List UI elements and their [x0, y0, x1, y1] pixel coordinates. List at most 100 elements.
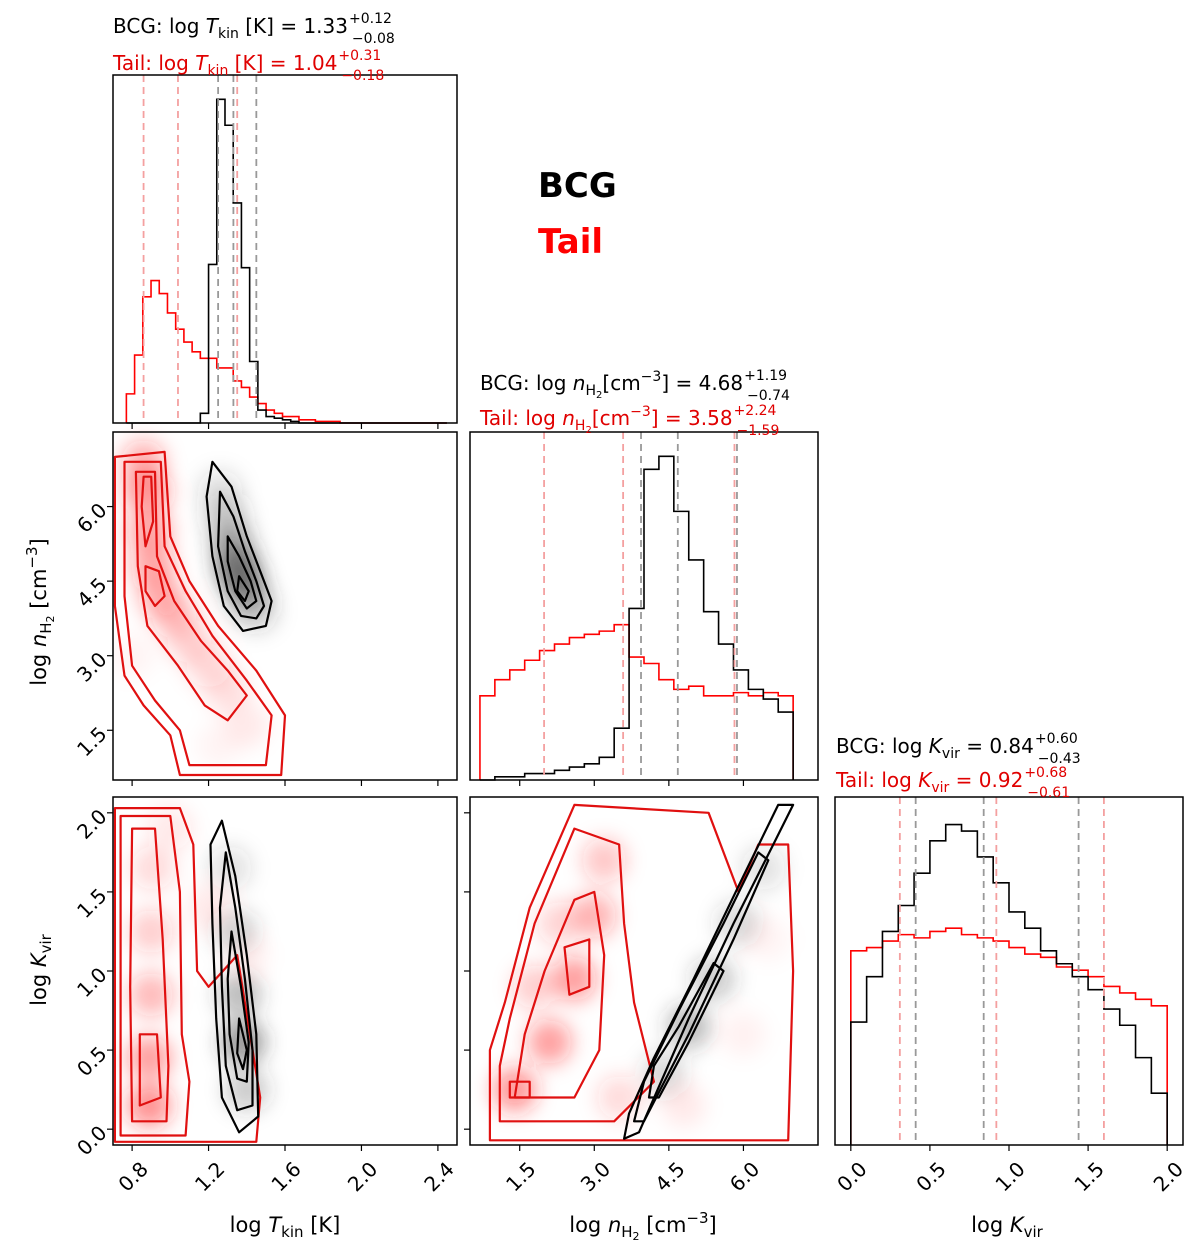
tkin_vs_kvir-xtick-label-3: 2.0: [343, 1157, 382, 1196]
tkin_vs_kvir-ytick-label-0: 0.0: [72, 1121, 111, 1160]
density-tkin_vs_kvir-tail-1: [127, 1036, 172, 1080]
density-tkin_vs_kvir-tail-5: [148, 806, 193, 851]
title-kvir-tail: Tail: log Kvir = 0.92+0.68 −0.61: [835, 765, 1070, 801]
contour-tkin_vs_kvir-tail-0: [113, 806, 262, 1143]
density-tkin_vs_nh2-tail-9: [196, 723, 241, 768]
contour-tkin_vs_kvir-bcg-0: [209, 819, 260, 1134]
hist-panel-tkin: [112, 74, 458, 424]
density-nh2_vs_kvir-tail-4: [582, 838, 627, 883]
title-kvir-bcg: BCG: log Kvir = 0.84+0.60 −0.43: [836, 731, 1081, 767]
tkin_vs_kvir-ytick-label-1: 0.5: [72, 1042, 111, 1081]
hist-kvir-xtick-label-4: 2.0: [1149, 1157, 1188, 1196]
contour-nh2_vs_kvir-bcg-0: [622, 803, 795, 1140]
hist-nh2-bcg: [479, 455, 794, 781]
contour-tkin_vs_nh2-bcg-0: [205, 460, 273, 633]
panel-nh2_vs_kvir: [488, 803, 795, 1142]
density-nh2_vs_kvir-tail-7: [597, 1075, 642, 1120]
tkin_vs_nh2-ytick-label-0: 1.5: [72, 722, 111, 761]
title-tkin-bcg: BCG: log Tkin [K] = 1.33+0.12 −0.08: [113, 11, 395, 47]
contour-tkin_vs_nh2-bcg-3: [236, 575, 250, 603]
density-nh2_vs_kvir-tail-6: [512, 964, 557, 1009]
tkin_vs_kvir-ytick-label-3: 1.5: [72, 883, 111, 922]
contour-nh2_vs_kvir-bcg-1: [632, 851, 770, 1123]
density-tkin_vs_kvir-bcg-0: [220, 1020, 265, 1065]
density-nh2_vs_kvir-tail-5: [537, 901, 582, 946]
density-nh2_vs_kvir-bcg-0: [666, 1004, 711, 1049]
contour-tkin_vs_kvir-tail-3: [138, 1033, 162, 1107]
frame-hist-tkin: [112, 74, 458, 424]
contour-tkin_vs_kvir-bcg-2: [226, 930, 250, 1083]
title-nh2-bcg: BCG: log nH2[cm−3] = 4.68+1.19 −0.74: [480, 368, 790, 404]
contour-tkin_vs_nh2-bcg-1: [217, 490, 266, 620]
y-axis-label-kvir: log Kvir: [27, 933, 55, 1006]
hist-kvir-xtick-label-0: 0.0: [832, 1157, 871, 1196]
contour-tkin_vs_nh2-tail-0: [113, 450, 287, 777]
panel-tkin_vs_kvir: [113, 806, 269, 1143]
legend: BCG Tail: [538, 166, 617, 262]
tkin_vs_kvir-xtick-label-4: 2.4: [419, 1157, 458, 1196]
legend-entry-tail: Tail: [538, 222, 603, 262]
hist-nh2-tail: [479, 623, 794, 780]
title-nh2-tail: Tail: log nH2[cm−3] = 3.58+2.24 −1.59: [479, 403, 779, 439]
contour-nh2_vs_kvir-tail-2: [513, 890, 606, 1099]
contour-tkin_vs_kvir-bcg-1: [218, 851, 254, 1112]
tkin_vs_kvir-xtick-label-1: 1.2: [190, 1157, 229, 1196]
hist-panel-kvir: [834, 796, 1184, 1146]
contour-tkin_vs_nh2-tail-3: [140, 475, 155, 548]
hist-kvir-xtick-label-2: 1.0: [990, 1157, 1029, 1196]
density-nh2_vs_kvir-tail-2: [552, 956, 597, 1001]
contour-tkin_vs_kvir-tail-2: [129, 827, 170, 1123]
hist-kvir-bcg: [850, 823, 1168, 1145]
x-axis-label-kvir: log Kvir: [971, 1213, 1044, 1241]
contour-tkin_vs_nh2-tail-1: [123, 460, 273, 767]
tkin_vs_nh2-ytick-label-1: 3.0: [72, 647, 111, 686]
contour-tkin_vs_nh2-tail-2: [134, 470, 248, 722]
frame-hist-nh2: [469, 431, 819, 781]
hist-kvir-xtick-label-1: 0.5: [911, 1157, 950, 1196]
tkin_vs_kvir-xtick-label-2: 1.6: [266, 1157, 305, 1196]
title-tkin: BCG: log Tkin [K] = 1.33+0.12 −0.08 Tail:…: [112, 11, 395, 84]
contour-tkin_vs_kvir-tail-1: [119, 814, 191, 1137]
nh2_vs_kvir-xtick-label-2: 4.5: [650, 1157, 689, 1196]
density-nh2_vs_kvir-tail-9: [721, 1012, 766, 1057]
contour-tkin_vs_kvir-bcg-3: [236, 1017, 248, 1071]
nh2_vs_kvir-xtick-label-1: 3.0: [576, 1157, 615, 1196]
x-axis-label-tkin: log Tkin [K]: [230, 1213, 341, 1241]
density-nh2_vs_kvir-tail-1: [527, 1020, 572, 1065]
density-tkin_vs_nh2-tail-7: [205, 668, 250, 713]
y-axis-label-nh2: log nH2 [cm−3]: [23, 538, 57, 686]
title-kvir: BCG: log Kvir = 0.84+0.60 −0.43 Tail: log…: [835, 731, 1081, 801]
density-nh2_vs_kvir-tail-8: [661, 1083, 706, 1128]
tkin_vs_kvir-ytick-label-2: 1.0: [72, 963, 111, 1002]
legend-entry-bcg: BCG: [538, 166, 617, 206]
contour-nh2_vs_kvir-tail-0: [488, 803, 795, 1142]
hist-tkin-bcg: [126, 98, 447, 424]
density-tkin_vs_kvir-tail-3: [129, 909, 174, 954]
tkin_vs_nh2-ytick-label-3: 6.0: [72, 498, 111, 537]
hist-tkin-tail: [125, 279, 447, 424]
panel-tkin_vs_nh2: [113, 439, 287, 777]
hist-kvir-tail: [850, 927, 1168, 1145]
density-tkin_vs_kvir-bcg-2: [213, 909, 258, 954]
density-tkin_vs_kvir-tail-2: [129, 972, 174, 1017]
title-nh2: BCG: log nH2[cm−3] = 4.68+1.19 −0.74 Tail…: [479, 368, 790, 439]
contour-nh2_vs_kvir-tail-3: [563, 938, 591, 996]
density-nh2_vs_kvir-tail-0: [492, 1067, 537, 1112]
tkin_vs_kvir-ytick-label-4: 2.0: [72, 804, 111, 843]
title-tkin-tail: Tail: log Tkin [K] = 1.04+0.31 −0.18: [112, 48, 384, 84]
nh2_vs_kvir-xtick-label-0: 1.5: [501, 1157, 540, 1196]
contour-tkin_vs_nh2-tail-4: [144, 565, 166, 608]
hist-panel-nh2: [469, 431, 819, 781]
hist-kvir-xtick-label-3: 1.5: [1069, 1157, 1108, 1196]
density-tkin_vs_kvir-tail-4: [131, 846, 176, 891]
tkin_vs_nh2-ytick-label-2: 4.5: [72, 573, 111, 612]
x-axis-label-nh2: log nH2 [cm−3]: [569, 1209, 717, 1243]
contour-nh2_vs_kvir-bcg-2: [647, 961, 725, 1099]
frame-hist-kvir: [834, 796, 1184, 1146]
tkin_vs_kvir-xtick-label-0: 0.8: [113, 1157, 152, 1196]
contour-nh2_vs_kvir-tail-4: [508, 1080, 531, 1099]
nh2_vs_kvir-xtick-label-3: 6.0: [725, 1157, 764, 1196]
density-nh2_vs_kvir-tail-3: [572, 893, 617, 938]
contour-tkin_vs_nh2-bcg-2: [226, 535, 258, 610]
